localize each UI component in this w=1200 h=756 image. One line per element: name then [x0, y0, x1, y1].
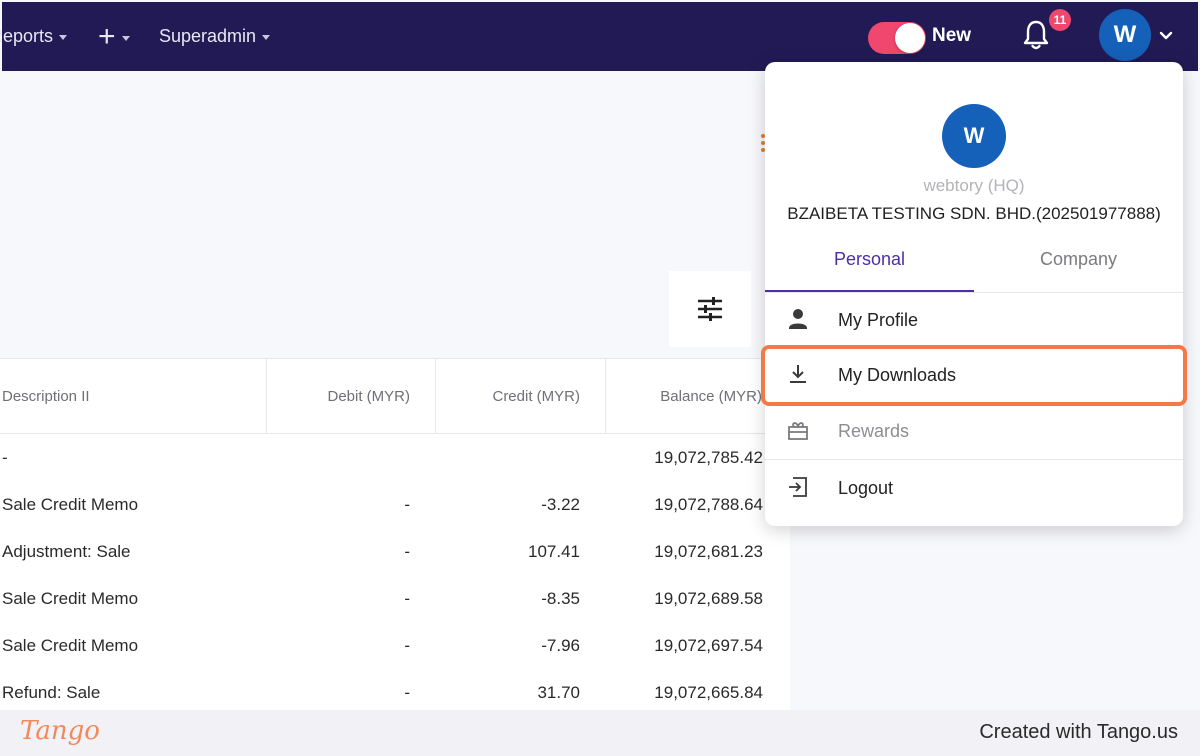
menu-item-label: Logout: [838, 478, 894, 498]
top-nav-bar: Reports + Superadmin: [0, 2, 1198, 71]
column-header-description[interactable]: Description II: [2, 388, 90, 405]
menu-item-logout[interactable]: Logout: [765, 461, 1183, 515]
gift-icon: [787, 418, 809, 442]
menu-item-label: My Downloads: [838, 365, 957, 385]
cell-description: Adjustment: Sale: [2, 542, 131, 561]
table-row[interactable]: Sale Credit Memo - -7.96 19,072,697.54: [0, 622, 790, 669]
menu-company-name: BZAIBETA TESTING SDN. BHD.(202501977888): [787, 204, 1161, 223]
cell-debit: -: [404, 495, 410, 514]
user-dropdown-menu: W webtory (HQ) BZAIBETA TESTING SDN. BHD…: [765, 62, 1183, 526]
new-ui-toggle-label: New: [932, 25, 972, 46]
cell-description: -: [2, 448, 8, 467]
download-icon: [787, 362, 809, 386]
plus-icon: +: [98, 20, 116, 53]
table-row[interactable]: Refund: Sale - 31.70 19,072,665.84: [0, 669, 790, 716]
tab-personal[interactable]: Personal: [765, 238, 974, 292]
cell-balance: 19,072,697.54: [654, 636, 763, 655]
column-header-debit[interactable]: Debit (MYR): [327, 388, 410, 405]
nav-reports-menu[interactable]: Reports: [0, 26, 68, 47]
column-header-balance[interactable]: Balance (MYR): [660, 388, 762, 405]
nav-add-menu[interactable]: +: [98, 22, 130, 52]
menu-username: webtory (HQ): [923, 176, 1025, 195]
menu-item-my-downloads[interactable]: My Downloads: [765, 348, 1183, 402]
menu-item-label: Rewards: [838, 421, 910, 441]
chevron-down-icon[interactable]: [1158, 28, 1174, 44]
menu-divider: [765, 292, 1183, 293]
column-header-credit[interactable]: Credit (MYR): [492, 388, 580, 405]
table-header: Description II Debit (MYR) Credit (MYR) …: [0, 359, 790, 434]
new-ui-toggle[interactable]: [868, 22, 926, 54]
cell-description: Sale Credit Memo: [2, 589, 139, 608]
nav-superadmin-menu[interactable]: Superadmin: [159, 26, 271, 47]
toggle-knob: [895, 23, 925, 53]
column-divider: [435, 359, 436, 434]
column-divider: [605, 359, 606, 434]
cell-debit: -: [404, 636, 410, 655]
menu-item-label: My Profile: [838, 310, 919, 330]
step-highlight-box: [761, 345, 1187, 406]
cell-credit: 107.41: [528, 542, 580, 561]
cell-credit: -8.35: [541, 589, 580, 608]
nav-superadmin-label: Superadmin: [159, 26, 257, 46]
cell-description: Sale Credit Memo: [2, 636, 139, 655]
caret-down-icon: [121, 35, 130, 41]
table-row[interactable]: Sale Credit Memo - -3.22 19,072,788.64: [0, 481, 790, 528]
caret-down-icon: [59, 35, 68, 40]
cell-credit: -7.96: [541, 636, 580, 655]
cell-balance: 19,072,665.84: [654, 683, 763, 702]
table-row[interactable]: Adjustment: Sale - 107.41 19,072,681.23: [0, 528, 790, 575]
caret-down-icon: [262, 35, 271, 40]
kebab-menu-icon[interactable]: [760, 132, 766, 154]
tango-logo: Tango: [20, 716, 100, 746]
cell-balance: 19,072,788.64: [654, 495, 763, 514]
cell-credit: -3.22: [541, 495, 580, 514]
cell-description: Refund: Sale: [2, 683, 101, 702]
cell-debit: -: [404, 542, 410, 561]
bell-icon[interactable]: [1020, 18, 1052, 52]
table-row[interactable]: Sale Credit Memo - -8.35 19,072,689.58: [0, 575, 790, 622]
tango-footer: Tango Created with Tango.us: [0, 710, 1200, 756]
menu-item-my-profile[interactable]: My Profile: [765, 293, 1183, 347]
tune-icon: [698, 297, 722, 321]
cell-credit: 31.70: [537, 683, 580, 702]
logout-icon: [787, 475, 809, 499]
table-row[interactable]: - 19,072,785.42: [0, 434, 790, 481]
user-avatar[interactable]: W: [1099, 9, 1151, 61]
cell-description: Sale Credit Memo: [2, 495, 139, 514]
nav-reports-label: Reports: [0, 26, 54, 46]
cell-balance: 19,072,785.42: [654, 448, 763, 467]
menu-divider: [765, 459, 1183, 460]
notification-badge: 11: [1049, 9, 1071, 31]
cell-debit: -: [404, 589, 410, 608]
cell-debit: -: [404, 683, 410, 702]
tab-company[interactable]: Company: [1039, 249, 1118, 269]
menu-avatar: W: [942, 104, 1006, 168]
footer-credit: Created with Tango.us: [979, 721, 1178, 743]
person-icon: [787, 307, 809, 331]
column-divider: [266, 359, 267, 434]
filter-settings-button[interactable]: [669, 271, 751, 347]
cell-balance: 19,072,681.23: [654, 542, 763, 561]
ledger-table: Description II Debit (MYR) Credit (MYR) …: [0, 358, 790, 710]
menu-item-rewards[interactable]: Rewards: [765, 404, 1183, 458]
cell-balance: 19,072,689.58: [654, 589, 763, 608]
